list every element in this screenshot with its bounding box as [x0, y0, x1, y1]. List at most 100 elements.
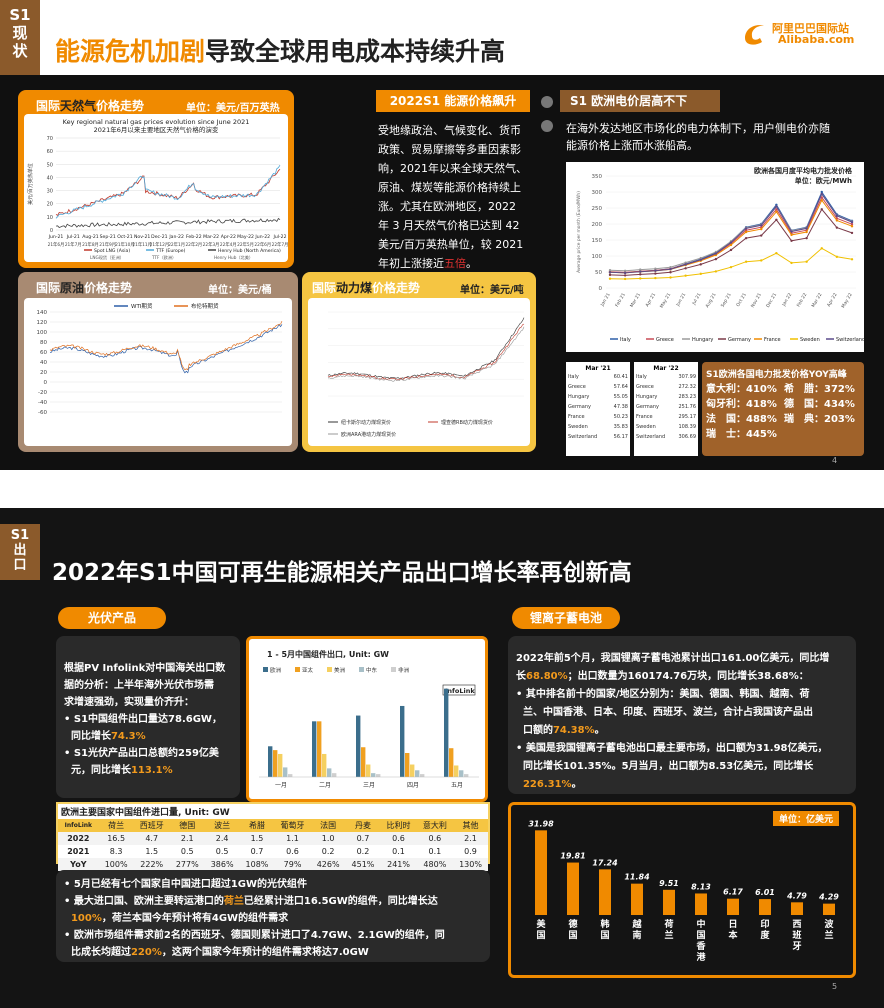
country-price-row: Hungary 283.23	[634, 392, 698, 402]
eu-y-tick: 0	[599, 286, 603, 292]
battery-value-label: 31.98	[528, 819, 554, 828]
section-tag: S1 出 口	[0, 524, 40, 580]
module-bar	[322, 753, 327, 777]
import-table-title: 欧洲主要国家中国组件进口量, Unit: GW	[61, 808, 230, 818]
battery-bar	[567, 862, 579, 915]
oil-legend-label: WTI期货	[131, 302, 153, 310]
pv-text-panel: 根据PV Infolink对中国海关出口数 据的分析：上半年海外光伏市场需 求增速强…	[56, 636, 240, 798]
eu-x-tick: Jul 21	[690, 292, 702, 307]
import-cell: 0.6	[392, 834, 405, 843]
section-tag: S1 现 状	[0, 0, 40, 75]
coal-title: 国际动力煤价格走势	[312, 281, 421, 295]
gas-legend-label: Henry Hub (North America)	[218, 248, 281, 254]
country-name: Germany	[568, 404, 591, 410]
country-header: 荷兰	[108, 821, 125, 830]
country-header: 波兰	[214, 821, 231, 830]
gas-x-tick-cn: 22年2月	[185, 241, 202, 248]
eu-x-tick: Oct 21	[735, 292, 748, 308]
eu-chart-unit: 单位：欧元/MWh	[795, 176, 852, 185]
battery-category-label: 国	[696, 930, 705, 941]
import-cell: 108%	[245, 860, 269, 869]
module-bar	[420, 774, 425, 777]
eu-y-tick: 200	[592, 222, 603, 228]
coal-series	[327, 323, 525, 381]
gas-x-tick-cn: 22年3月	[203, 241, 220, 248]
battery-category-label: 日	[728, 919, 737, 930]
country-name: Switzerland	[568, 434, 598, 440]
battery-category-label: 国	[536, 930, 545, 941]
import-cell: 100%	[104, 860, 128, 869]
import-cell: 130%	[459, 860, 482, 869]
country-name: France	[636, 414, 653, 420]
country-price: 57.64	[613, 384, 628, 390]
battery-text-panel: 2022年前5个月，我国锂离子蓄电池累计出口161.00亿美元，同比增 长68.…	[508, 636, 856, 794]
oil-y-tick: -60	[38, 410, 47, 416]
gas-chart: Key regional natural gas prices evolutio…	[24, 114, 288, 262]
country-price-row: Switzerland 56.17	[566, 432, 630, 442]
battery-category-label: 香	[695, 940, 706, 952]
eu-legend-label: Germany	[728, 337, 751, 343]
gas-x-tick: Feb-22	[186, 234, 202, 240]
module-bar	[410, 764, 415, 777]
pv-intro: 根据PV Infolink对中国海关出口数 据的分析：上半年海外光伏市场需 求增速强…	[64, 663, 226, 776]
country-header: 希腊	[248, 821, 265, 830]
module-bar	[288, 774, 293, 777]
module-bar	[317, 721, 322, 777]
coal-series	[327, 317, 525, 379]
oil-unit: 单位：美元/桶	[208, 285, 272, 296]
battery-value-label: 8.13	[691, 882, 711, 891]
gas-y-tick: 50	[47, 162, 53, 168]
slide-energy-crisis: S1 现 状 能源危机加剧导致全球用电成本持续升高 阿里巴巴国际站 Alibab…	[0, 0, 884, 470]
battery-category-label: 越	[631, 918, 642, 930]
gas-x-tick: Mar-22	[203, 234, 219, 240]
battery-chart-unit: 单位：亿美元	[773, 811, 840, 826]
gas-legend-label: Spot LNG (Asia)	[94, 248, 130, 254]
gas-legend-label-cn: LNG现货（亚洲）	[90, 254, 124, 261]
import-row: 2021 8.3 1.5 0.5 0.5 0.7 0.6 0.2 0.2 0.1 0.1 0.9	[58, 845, 488, 858]
module-bar	[366, 764, 371, 777]
country-price-row: France 50.23	[566, 412, 630, 422]
country-name: Germany	[636, 404, 659, 410]
eu-x-tick: Aug 21	[704, 292, 717, 309]
yoy-box: S1欧洲各国电力批发价格YOY高峰 意大利：410% 希 腊：372% 匈牙利：41…	[702, 362, 864, 456]
coal-series	[327, 326, 525, 382]
battery-category-label: 西	[792, 919, 801, 930]
module-bar	[268, 746, 273, 777]
gas-x-tick: Dec-21	[151, 234, 167, 240]
gas-unit: 单位：美元/百万英热	[186, 103, 280, 114]
eu-series-switzerland	[609, 192, 853, 274]
mar21-header: Mar '21	[585, 365, 611, 372]
country-price: 47.38	[613, 404, 628, 410]
country-header: 德国	[179, 821, 196, 830]
import-cell: 1.5	[250, 834, 264, 843]
battery-category-label: 兰	[664, 929, 673, 941]
yoy-value: 希 腊：372%	[784, 384, 855, 395]
battery-category-label: 本	[728, 929, 738, 941]
gas-y-tick: 60	[47, 149, 53, 155]
battery-category-label: 班	[792, 929, 801, 941]
module-legend-label: 非洲	[398, 666, 410, 674]
import-cell: 451%	[351, 860, 375, 869]
battery-value-label: 19.81	[560, 852, 585, 861]
import-cell: 0.7	[250, 847, 264, 856]
import-cell: 2021	[67, 847, 90, 856]
mar22-header: Mar '22	[653, 365, 679, 372]
battery-bar	[535, 830, 547, 915]
module-legend-swatch	[295, 667, 300, 672]
gas-x-tick: Jan-22	[168, 234, 184, 240]
module-legend-label: 美洲	[334, 666, 346, 674]
eu-x-tick: Mar 21	[629, 292, 642, 309]
gas-y-tick: 0	[50, 228, 53, 234]
module-bar	[312, 721, 317, 777]
oil-y-tick: 100	[37, 330, 48, 336]
import-cell: 4.7	[145, 834, 159, 843]
oil-y-tick: -40	[38, 400, 47, 406]
country-name: Greece	[636, 384, 654, 390]
oil-y-tick: 140	[37, 310, 48, 316]
module-x-tick: 二月	[319, 782, 331, 789]
eu-legend-label: France	[764, 337, 781, 343]
eu-series-italy	[609, 190, 853, 274]
gas-legend-label-cn: Henry Hub（北美）	[214, 254, 253, 261]
eu-point	[608, 273, 612, 277]
gas-x-tick-cn: 21年6月	[48, 241, 65, 248]
